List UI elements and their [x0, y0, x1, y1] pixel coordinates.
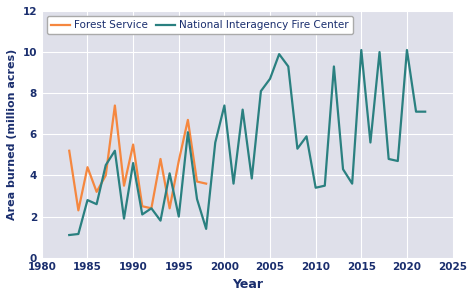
Forest Service	[85, 165, 91, 169]
National Interagency Fire Center	[112, 149, 118, 153]
National Interagency Fire Center	[377, 50, 383, 54]
Line: National Interagency Fire Center: National Interagency Fire Center	[69, 50, 425, 235]
National Interagency Fire Center	[367, 141, 373, 144]
National Interagency Fire Center	[85, 198, 91, 202]
Forest Service	[75, 209, 81, 212]
National Interagency Fire Center	[139, 213, 145, 216]
Line: Forest Service: Forest Service	[69, 105, 206, 210]
National Interagency Fire Center	[148, 207, 154, 210]
X-axis label: Year: Year	[232, 278, 263, 291]
National Interagency Fire Center	[167, 172, 173, 175]
National Interagency Fire Center	[395, 159, 401, 163]
National Interagency Fire Center	[304, 135, 310, 138]
National Interagency Fire Center	[349, 182, 355, 185]
Forest Service	[66, 149, 72, 153]
National Interagency Fire Center	[194, 197, 200, 201]
National Interagency Fire Center	[130, 161, 136, 165]
National Interagency Fire Center	[285, 65, 291, 68]
Forest Service	[94, 190, 100, 194]
Forest Service	[139, 204, 145, 208]
National Interagency Fire Center	[422, 110, 428, 114]
National Interagency Fire Center	[404, 48, 410, 52]
National Interagency Fire Center	[158, 219, 164, 222]
National Interagency Fire Center	[66, 233, 72, 237]
Legend: Forest Service, National Interagency Fire Center: Forest Service, National Interagency Fir…	[47, 16, 353, 35]
National Interagency Fire Center	[331, 65, 337, 68]
National Interagency Fire Center	[322, 184, 328, 187]
National Interagency Fire Center	[413, 110, 419, 114]
Forest Service	[112, 104, 118, 107]
National Interagency Fire Center	[185, 131, 191, 134]
National Interagency Fire Center	[203, 227, 209, 231]
Forest Service	[167, 207, 173, 210]
Forest Service	[176, 159, 182, 163]
Forest Service	[103, 174, 109, 177]
National Interagency Fire Center	[249, 177, 255, 180]
Forest Service	[148, 207, 154, 210]
Forest Service	[158, 157, 164, 161]
National Interagency Fire Center	[240, 108, 246, 111]
Forest Service	[203, 182, 209, 185]
National Interagency Fire Center	[267, 77, 273, 80]
National Interagency Fire Center	[386, 157, 392, 161]
National Interagency Fire Center	[231, 182, 237, 185]
Forest Service	[194, 180, 200, 183]
National Interagency Fire Center	[221, 104, 227, 107]
National Interagency Fire Center	[276, 52, 282, 56]
Forest Service	[121, 184, 127, 187]
National Interagency Fire Center	[358, 48, 364, 52]
National Interagency Fire Center	[121, 217, 127, 220]
National Interagency Fire Center	[94, 202, 100, 206]
National Interagency Fire Center	[75, 232, 81, 236]
National Interagency Fire Center	[340, 167, 346, 171]
Y-axis label: Area burned (million acres): Area burned (million acres)	[7, 49, 17, 220]
Forest Service	[185, 118, 191, 122]
National Interagency Fire Center	[258, 89, 264, 93]
National Interagency Fire Center	[313, 186, 319, 190]
National Interagency Fire Center	[176, 215, 182, 218]
National Interagency Fire Center	[212, 141, 218, 144]
Forest Service	[130, 143, 136, 146]
National Interagency Fire Center	[294, 147, 300, 150]
National Interagency Fire Center	[103, 163, 109, 167]
